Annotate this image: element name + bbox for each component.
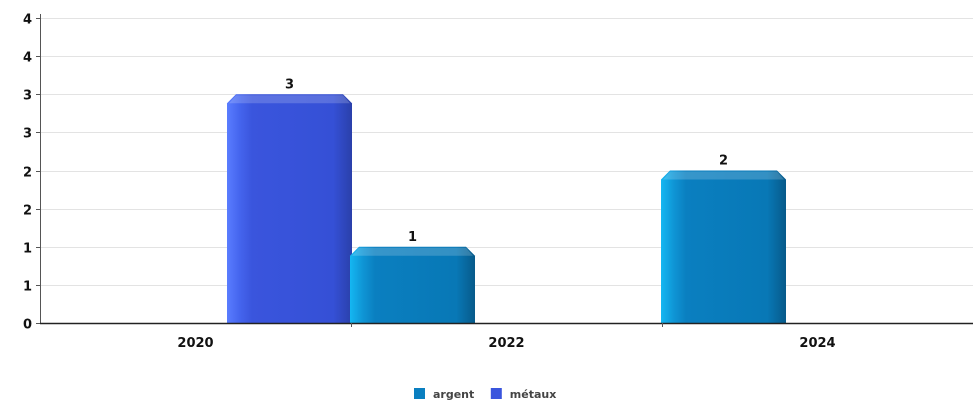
legend-label: argent bbox=[433, 388, 474, 401]
legend-item-argent[interactable]: argent bbox=[414, 388, 474, 401]
data-label: 1 bbox=[408, 230, 417, 245]
bar-mtaux-2020 bbox=[227, 94, 352, 323]
y-tick-label: 1 bbox=[23, 280, 32, 295]
data-label: 3 bbox=[285, 77, 294, 92]
y-tick-label: 3 bbox=[23, 127, 32, 142]
x-tick-label: 2020 bbox=[177, 336, 213, 351]
bars bbox=[227, 94, 786, 323]
y-tick-label: 4 bbox=[23, 13, 32, 28]
y-tick-label: 0 bbox=[23, 318, 32, 333]
bar-argent-2024 bbox=[661, 170, 786, 323]
legend: argent métaux bbox=[414, 388, 556, 401]
x-tick-label: 2022 bbox=[488, 336, 524, 351]
data-label: 2 bbox=[719, 154, 728, 169]
bar-argent-2022 bbox=[350, 246, 475, 323]
x-tick-label: 2024 bbox=[799, 336, 835, 351]
legend-label: métaux bbox=[510, 388, 557, 401]
bar-top-highlight bbox=[663, 171, 784, 180]
data-labels: 3 1 2 bbox=[285, 77, 728, 245]
axes: 0 1 1 2 2 3 3 4 4 2020 2022 2024 bbox=[23, 13, 973, 351]
grid-lines bbox=[40, 18, 973, 286]
y-tick-label: 4 bbox=[23, 51, 32, 66]
bar-top-highlight bbox=[352, 247, 473, 256]
y-tick-label: 1 bbox=[23, 242, 32, 257]
legend-item-mtaux[interactable]: métaux bbox=[490, 388, 557, 401]
y-tick-label: 2 bbox=[23, 204, 32, 219]
bar-top-highlight bbox=[229, 95, 350, 104]
y-tick-label: 2 bbox=[23, 166, 32, 181]
y-tick-label: 3 bbox=[23, 89, 32, 104]
legend-swatch bbox=[490, 388, 502, 399]
legend-swatch bbox=[414, 388, 425, 399]
